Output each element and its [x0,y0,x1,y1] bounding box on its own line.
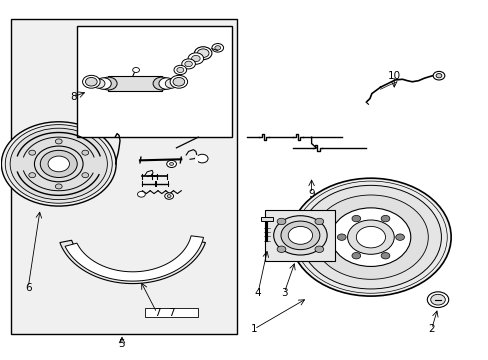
Circle shape [290,178,450,296]
Circle shape [169,162,173,165]
Circle shape [191,55,200,62]
Circle shape [159,78,174,89]
Circle shape [170,75,187,88]
Circle shape [10,128,107,200]
Circle shape [313,195,427,279]
Circle shape [81,173,88,178]
Circle shape [132,67,139,72]
Circle shape [1,122,116,206]
Circle shape [188,53,203,64]
Circle shape [81,150,88,155]
Text: 10: 10 [387,71,400,81]
Bar [265,210,335,261]
Circle shape [211,44,223,52]
Circle shape [165,79,178,88]
Circle shape [395,234,404,240]
Circle shape [40,150,77,177]
Circle shape [273,216,326,255]
Circle shape [167,195,171,198]
Circle shape [48,156,69,172]
Circle shape [55,184,62,189]
Circle shape [277,246,285,252]
Bar [144,308,198,317]
Circle shape [82,75,100,88]
Bar [77,26,232,137]
Circle shape [356,226,385,248]
Circle shape [153,77,170,90]
Circle shape [164,193,173,199]
Circle shape [351,215,360,222]
Circle shape [197,49,208,58]
Circle shape [435,73,441,78]
Bar [261,217,272,221]
Circle shape [184,61,192,67]
Text: 6: 6 [25,283,31,293]
Circle shape [277,218,285,225]
Polygon shape [65,236,203,281]
Circle shape [294,181,447,293]
Circle shape [337,234,346,240]
Circle shape [196,154,207,163]
Text: 5: 5 [119,339,125,349]
Bar [11,19,237,334]
Circle shape [214,46,220,50]
Circle shape [173,77,184,86]
Text: 2: 2 [427,324,434,334]
Text: 7: 7 [153,308,160,318]
Circle shape [29,173,36,178]
Circle shape [427,292,448,307]
Circle shape [430,294,445,305]
Circle shape [85,77,97,86]
Circle shape [380,252,389,259]
Circle shape [330,208,410,266]
Text: 7: 7 [168,308,175,318]
Circle shape [194,47,211,60]
Circle shape [174,65,186,75]
Circle shape [351,252,360,259]
Text: 9: 9 [307,189,314,199]
Circle shape [96,78,111,89]
Circle shape [55,139,62,144]
Circle shape [347,220,393,254]
Circle shape [314,246,323,252]
Circle shape [281,221,319,249]
Circle shape [432,71,444,80]
Circle shape [177,67,183,72]
Bar [108,76,162,91]
Circle shape [314,218,323,225]
Circle shape [182,59,195,69]
Circle shape [29,150,36,155]
Circle shape [166,160,176,167]
Polygon shape [60,240,205,284]
Circle shape [137,192,145,197]
Circle shape [100,77,117,90]
Circle shape [5,125,112,203]
Circle shape [380,215,389,222]
Circle shape [92,79,105,88]
Text: 8: 8 [70,92,77,102]
Text: 4: 4 [254,288,261,297]
Circle shape [34,146,83,182]
Text: 1: 1 [250,324,257,334]
Circle shape [287,226,312,244]
Text: 3: 3 [281,288,287,297]
Circle shape [300,185,441,289]
